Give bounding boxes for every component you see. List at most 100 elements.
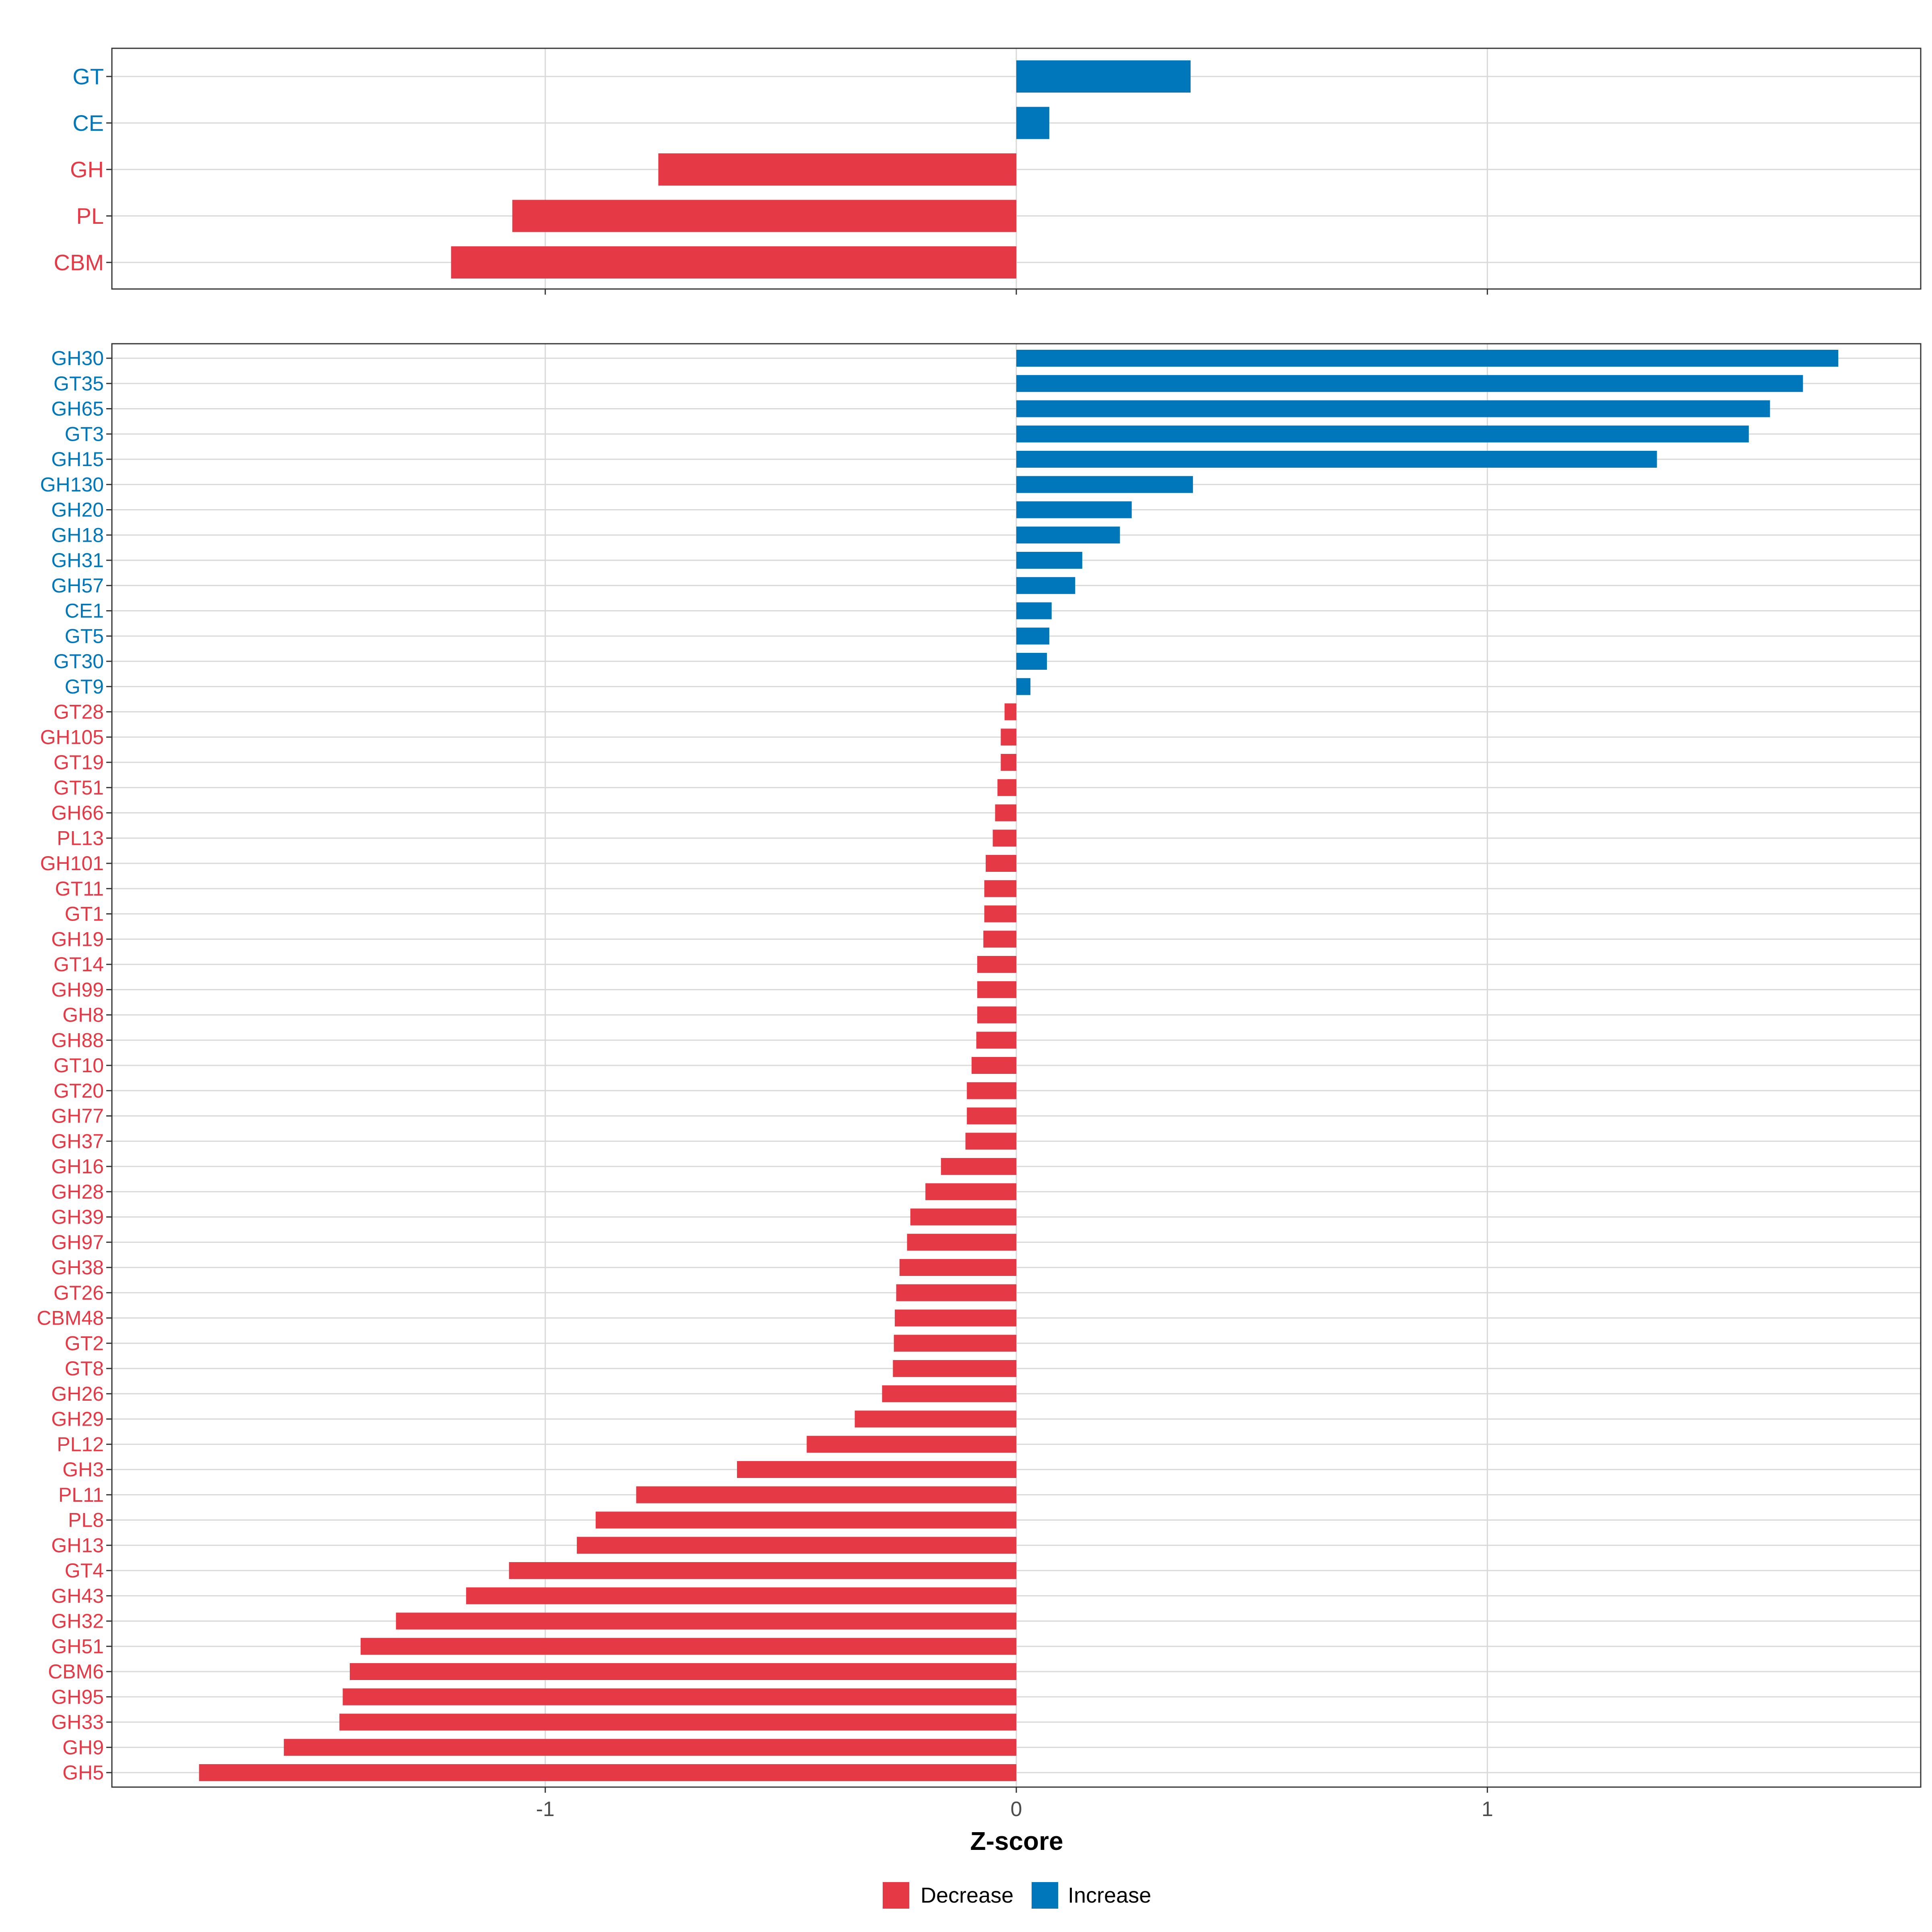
- bar-gt28: [1004, 703, 1016, 720]
- bar-gh88: [976, 1032, 1016, 1049]
- bar-gh65: [1016, 400, 1770, 417]
- y-tick-label-gh130: GH130: [40, 473, 104, 496]
- y-tick-label-gh51: GH51: [51, 1635, 104, 1657]
- bar-gh66: [995, 804, 1016, 822]
- y-tick-label-gh9: GH9: [62, 1736, 104, 1759]
- bar-gt11: [984, 880, 1016, 897]
- bar-gt20: [967, 1082, 1016, 1099]
- y-tick-label-gh8: GH8: [62, 1004, 104, 1026]
- y-tick-label-pl13: PL13: [57, 827, 104, 849]
- bar-gt30: [1016, 653, 1047, 670]
- y-tick-label-gt14: GT14: [54, 953, 104, 976]
- bar-gh57: [1016, 577, 1075, 594]
- bar-gh26: [882, 1385, 1016, 1402]
- y-tick-label-gh13: GH13: [51, 1534, 104, 1556]
- bar-cbm: [451, 246, 1016, 279]
- bar-gh20: [1016, 501, 1132, 518]
- x-tick-label: 1: [1482, 1798, 1493, 1821]
- y-tick-label-ce1: CE1: [65, 600, 104, 622]
- y-tick-label-gh5: GH5: [62, 1761, 104, 1784]
- y-tick-label-gh33: GH33: [51, 1711, 104, 1734]
- y-tick-label-gh30: GH30: [51, 347, 104, 369]
- bar-gh3: [737, 1461, 1016, 1478]
- bar-gh15: [1016, 451, 1657, 468]
- y-tick-label-cbm6: CBM6: [48, 1660, 104, 1683]
- bar-gh32: [396, 1612, 1016, 1630]
- legend-swatch-decrease: [883, 1882, 909, 1909]
- bar-gh19: [983, 931, 1016, 948]
- x-tick-label: -1: [536, 1798, 555, 1821]
- bar-pl: [512, 200, 1016, 232]
- y-tick-label-gh65: GH65: [51, 398, 104, 420]
- y-tick-label-gh38: GH38: [51, 1256, 104, 1279]
- legend-label-decrease: Decrease: [921, 1883, 1013, 1907]
- bar-gt1: [984, 905, 1016, 923]
- legend: Decrease Increase: [883, 1882, 1151, 1909]
- y-tick-label-gh28: GH28: [51, 1181, 104, 1203]
- y-tick-label-gt8: GT8: [65, 1357, 104, 1380]
- bar-gh8: [977, 1006, 1016, 1024]
- y-tick-label-gh88: GH88: [51, 1029, 104, 1051]
- y-tick-label-gh15: GH15: [51, 448, 104, 471]
- y-tick-label-gh99: GH99: [51, 978, 104, 1001]
- bar-gh13: [577, 1537, 1016, 1554]
- y-tick-label-gh31: GH31: [51, 549, 104, 572]
- y-tick-label-gt3: GT3: [65, 423, 104, 445]
- bar-ce: [1016, 107, 1049, 139]
- y-tick-label-gt26: GT26: [54, 1282, 104, 1304]
- bar-pl8: [595, 1511, 1016, 1529]
- bar-gh105: [1001, 729, 1016, 746]
- bar-cbm6: [350, 1663, 1016, 1680]
- bar-gh33: [339, 1713, 1016, 1731]
- y-tick-label-cbm: CBM: [54, 250, 104, 275]
- bar-gt2: [894, 1335, 1016, 1352]
- y-tick-label-gh26: GH26: [51, 1383, 104, 1405]
- bar-gh: [658, 153, 1016, 186]
- y-tick-label-gh32: GH32: [51, 1610, 104, 1633]
- bar-cbm48: [895, 1309, 1016, 1327]
- y-tick-label-gh97: GH97: [51, 1231, 104, 1253]
- bar-gh28: [925, 1183, 1016, 1200]
- bar-gt51: [997, 779, 1016, 796]
- bar-gh101: [985, 855, 1016, 872]
- y-tick-label-pl12: PL12: [57, 1433, 104, 1455]
- x-axis-title: Z-score: [970, 1827, 1063, 1856]
- bar-gt5: [1016, 627, 1049, 645]
- bar-gh77: [967, 1107, 1016, 1125]
- legend-label-increase: Increase: [1068, 1883, 1151, 1907]
- y-tick-label-gt9: GT9: [65, 675, 104, 698]
- bar-gh95: [343, 1688, 1016, 1705]
- bar-gt8: [893, 1360, 1016, 1377]
- bar-gt9: [1016, 678, 1031, 695]
- bar-gh16: [941, 1158, 1016, 1175]
- bar-gh37: [965, 1133, 1016, 1150]
- bar-pl11: [636, 1486, 1016, 1503]
- y-tick-label-ce: CE: [72, 110, 104, 136]
- y-tick-label-gt2: GT2: [65, 1332, 104, 1354]
- bar-pl13: [993, 830, 1016, 847]
- bar-gh9: [284, 1739, 1016, 1756]
- y-tick-label-gt28: GT28: [54, 701, 104, 723]
- bar-gh31: [1016, 552, 1082, 569]
- y-tick-label-gh39: GH39: [51, 1206, 104, 1228]
- y-tick-label-gh20: GH20: [51, 499, 104, 521]
- y-tick-label-gt: GT: [72, 64, 104, 89]
- bar-gt14: [977, 956, 1016, 973]
- y-tick-label-pl11: PL11: [58, 1484, 104, 1506]
- y-tick-label-gt30: GT30: [54, 650, 104, 673]
- y-tick-label-gt4: GT4: [65, 1559, 104, 1582]
- y-tick-label-gh18: GH18: [51, 524, 104, 546]
- bar-gt4: [509, 1562, 1016, 1579]
- bar-gt: [1016, 60, 1191, 93]
- y-tick-label-gt10: GT10: [54, 1054, 104, 1077]
- bar-gt35: [1016, 375, 1803, 392]
- y-tick-label-gh57: GH57: [51, 574, 104, 597]
- y-tick-label-gh29: GH29: [51, 1408, 104, 1430]
- x-tick-label: 0: [1011, 1798, 1022, 1821]
- bar-gh39: [910, 1208, 1016, 1226]
- y-tick-label-gh105: GH105: [40, 726, 104, 748]
- top-panel: GT CE GH PL CBM: [54, 47, 1922, 295]
- y-tick-label-gh37: GH37: [51, 1130, 104, 1152]
- bar-gh29: [855, 1410, 1016, 1428]
